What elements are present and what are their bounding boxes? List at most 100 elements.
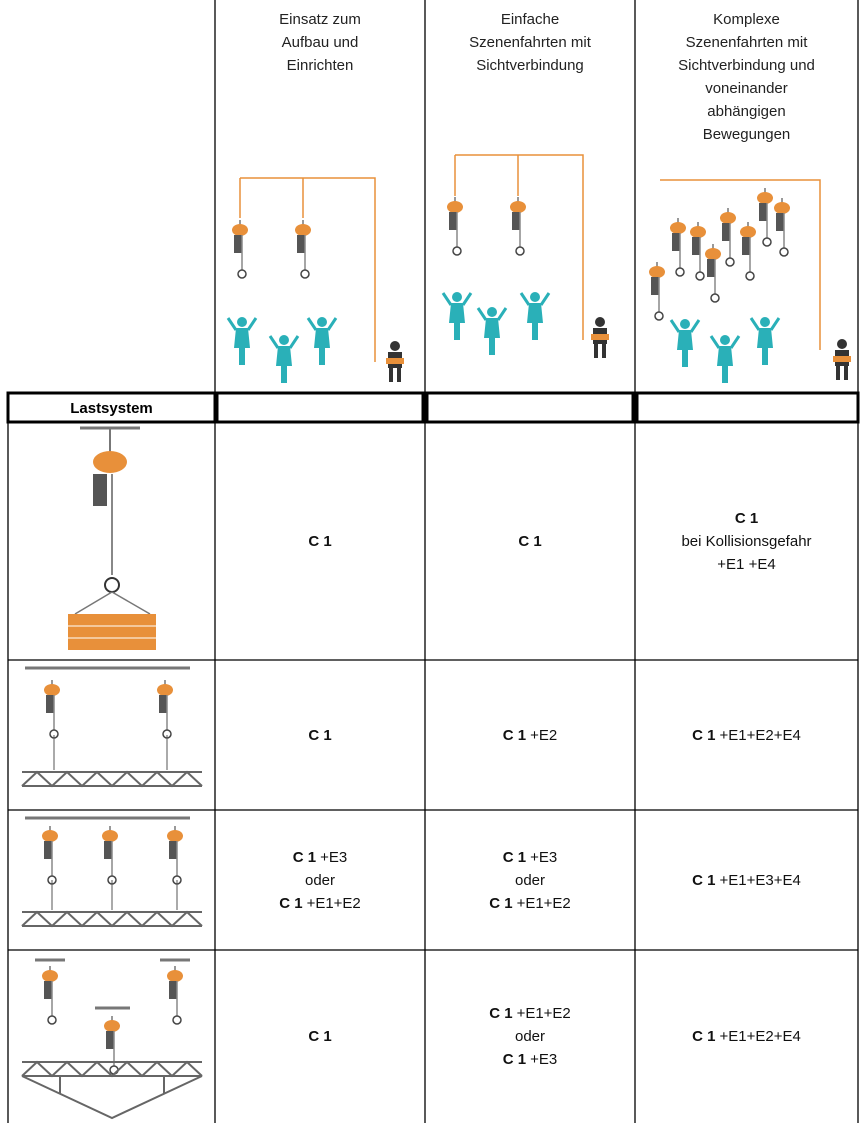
column-header: Einfache Szenenfahrten mit Sichtverbindung <box>425 8 635 77</box>
person <box>749 315 781 367</box>
load-2 <box>21 666 203 787</box>
table-cell: C 1 +E1+E2+E4 <box>635 660 858 810</box>
cell-strong: C 1 <box>308 726 332 744</box>
hoist <box>719 207 737 267</box>
hoist <box>294 219 312 279</box>
operator <box>833 339 851 380</box>
hoist <box>756 187 774 247</box>
cell-text: +E1+E3+E4 <box>719 871 801 889</box>
cell-line: C 1 +E1+E2 <box>489 1002 571 1025</box>
cell-line: oder <box>305 869 335 892</box>
hoist <box>669 217 687 277</box>
person <box>226 315 258 367</box>
load-4 <box>21 958 203 1120</box>
cell-line: C 1 +E1+E2+E4 <box>692 724 801 747</box>
table-cell: C 1 +E1+E3+E4 <box>635 810 858 950</box>
cell-strong: C 1 <box>518 532 542 550</box>
hoist <box>101 825 119 885</box>
cell-strong: C 1 <box>308 532 332 550</box>
operator <box>591 317 609 358</box>
header-line: Bewegungen <box>702 126 791 143</box>
cell-text: bei Kollisionsgefahr <box>681 532 812 550</box>
header-line: Sichtverbindung und <box>678 57 815 74</box>
cell-strong: C 1 <box>279 894 303 912</box>
person <box>669 317 701 369</box>
hoist <box>166 965 184 1025</box>
table-cell: C 1 +E3 oder C 1 +E1+E2 <box>215 810 425 950</box>
cell-line: C 1 <box>308 530 331 553</box>
hoist <box>41 965 59 1025</box>
cell-line: C 1 +E2 <box>503 724 557 747</box>
cell-line: C 1 <box>308 1025 331 1048</box>
cell-strong: C 1 <box>502 726 527 744</box>
cell-text: oder <box>514 871 546 889</box>
cell-line: oder <box>515 869 545 892</box>
load-1 <box>68 426 156 650</box>
person <box>519 290 551 342</box>
cell-line: C 1 +E3 <box>503 1048 557 1071</box>
header-line: Szenenfahrten mit <box>685 34 808 51</box>
cell-strong: C 1 <box>292 848 317 866</box>
cell-text: +E1+E2+E4 <box>719 1028 801 1045</box>
cell-line: +E1 +E4 <box>717 553 775 576</box>
operator <box>386 341 404 382</box>
cell-text: +E3 <box>530 848 558 866</box>
table-cell: C 1 <box>215 950 425 1123</box>
cell-strong: C 1 <box>692 871 716 889</box>
header-line: Sichtverbindung <box>476 57 584 74</box>
label-row-frame <box>6 391 860 424</box>
truss <box>21 911 203 927</box>
row-label: Lastsystem <box>70 399 153 417</box>
table-cell: C 1 +E3 oder C 1 +E1+E2 <box>425 810 635 950</box>
cell-text: +E1+E2 <box>516 894 571 912</box>
cell-strong: C 1 <box>692 1028 716 1045</box>
cell-text: oder <box>514 1028 546 1045</box>
header-line: Einfache <box>500 11 560 28</box>
cell-text: +E1+E2+E4 <box>719 726 801 744</box>
cell-text: +E3 <box>320 848 348 866</box>
cell-text: +E1 +E4 <box>717 555 776 573</box>
hoist <box>103 1015 121 1075</box>
header-line: Einrichten <box>286 57 354 74</box>
hoist <box>739 221 757 281</box>
hoist <box>648 261 666 321</box>
table-cell: C 1 +E1+E2 oder C 1 +E3 <box>425 950 635 1123</box>
cell-strong: C 1 <box>692 726 716 744</box>
load-3 <box>21 816 203 927</box>
cell-line: C 1 +E1+E2+E4 <box>692 1025 801 1048</box>
cell-strong: C 1 <box>489 1005 513 1022</box>
person <box>476 305 508 357</box>
hoist <box>166 825 184 885</box>
hoist <box>41 825 59 885</box>
cell-line: C 1 +E1+E2 <box>489 892 571 915</box>
hoist <box>156 679 174 739</box>
cell-line: C 1 +E1+E3+E4 <box>692 869 801 892</box>
header-line: Einsatz zum <box>279 11 361 28</box>
cell-strong: C 1 <box>502 1051 527 1068</box>
column-header: Einsatz zum Aufbau und Einrichten <box>215 8 425 77</box>
hoist <box>773 197 791 257</box>
cell-line: C 1 +E1+E2 <box>279 892 361 915</box>
hoist <box>43 679 61 739</box>
scene-2 <box>441 154 609 358</box>
table-cell: C 1 <box>215 660 425 810</box>
cell-strong: C 1 <box>308 1028 332 1045</box>
person <box>441 290 473 342</box>
table-cell: C 1 +E2 <box>425 660 635 810</box>
cell-text: oder <box>304 871 336 889</box>
scene-3 <box>648 179 851 385</box>
table-cell: C 1 bei Kollisionsgefahr +E1 +E4 <box>635 422 858 660</box>
cell-line: C 1 <box>518 530 541 553</box>
grid-lines <box>7 0 859 1123</box>
cell-text: +E2 <box>530 726 558 744</box>
hoist <box>231 219 249 279</box>
header-line: abhängigen <box>707 103 786 120</box>
hoist <box>689 221 707 281</box>
column-header: Komplexe Szenenfahrten mit Sichtverbindung… <box>635 8 858 146</box>
table-cell: C 1 +E1+E2+E4 <box>635 950 858 1123</box>
person <box>709 333 741 385</box>
cell-strong: C 1 <box>502 848 527 866</box>
cell-line: bei Kollisionsgefahr <box>681 530 811 553</box>
